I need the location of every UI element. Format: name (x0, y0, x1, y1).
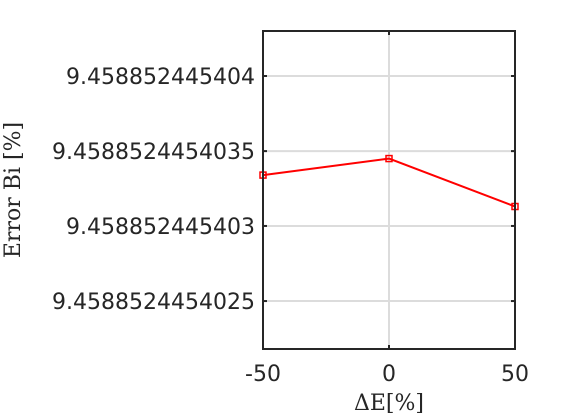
y-tick-label: 9.458852445403 (66, 215, 255, 240)
y-tick-label: 9.458852445404 (66, 65, 255, 90)
y-tick-labels: 9.4588524454025 9.458852445403 9.458852445… (52, 65, 255, 315)
y-tick-label: 9.4588524454035 (52, 140, 255, 165)
x-tick-label: 50 (501, 362, 529, 387)
x-tick-labels: -50 0 50 (245, 362, 529, 387)
grid-layer (262, 31, 516, 349)
x-tick-label: 0 (382, 362, 396, 387)
tick-layer (262, 31, 516, 349)
y-axis-label: Error Bi [%] (1, 122, 26, 258)
data-point-marker (385, 154, 393, 163)
x-tick-label: -50 (245, 362, 281, 387)
x-axis-label: ΔE[%] (354, 391, 424, 416)
series-line (262, 157, 516, 208)
y-tick-label: 9.4588524454025 (52, 290, 255, 315)
